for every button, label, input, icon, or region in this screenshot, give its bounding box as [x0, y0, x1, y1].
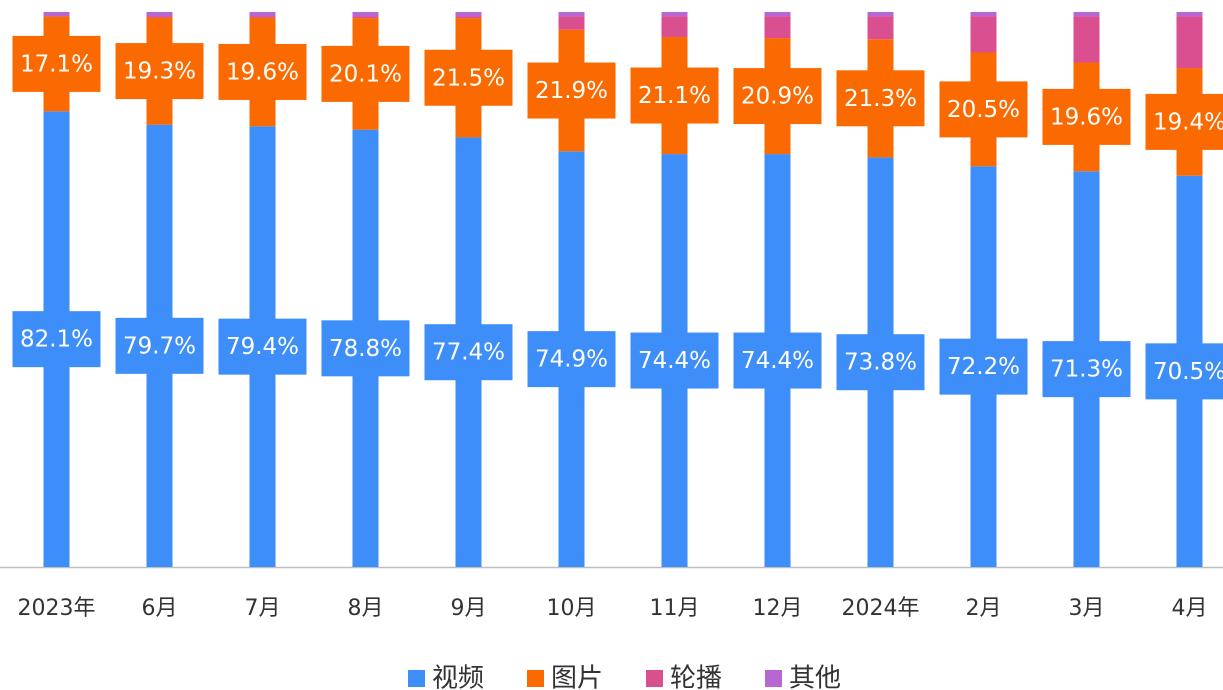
- data-label-box: [836, 334, 925, 391]
- data-label: 74.4%: [638, 348, 711, 374]
- data-label-box: [321, 320, 410, 377]
- x-tick-label: 9月: [451, 596, 487, 621]
- bar-segment: [1176, 16, 1203, 69]
- data-label-box: [630, 67, 719, 124]
- data-label: 72.2%: [947, 354, 1020, 380]
- data-label: 21.9%: [535, 78, 608, 104]
- bar-segment: [661, 16, 688, 37]
- data-label-box: [321, 45, 410, 102]
- data-label-box: [424, 324, 513, 381]
- data-label-box: [1145, 93, 1223, 150]
- x-tick-label: 11月: [650, 596, 700, 621]
- data-label-box: [733, 68, 822, 125]
- data-label-box: [630, 332, 719, 389]
- legend-label: 图片: [551, 664, 603, 690]
- data-label: 78.8%: [329, 336, 402, 362]
- x-tick-label: 8月: [348, 596, 384, 621]
- bar-segment: [764, 12, 791, 17]
- x-tick-label: 2023年: [18, 596, 96, 621]
- bar-segment: [352, 16, 379, 19]
- legend-label: 其他: [789, 664, 841, 690]
- data-label: 73.8%: [844, 350, 917, 376]
- bar-segment: [1176, 12, 1203, 17]
- data-label-box: [218, 318, 307, 375]
- data-label: 79.4%: [226, 334, 299, 360]
- x-tick-label: 6月: [142, 596, 178, 621]
- bar-segment: [1073, 12, 1100, 17]
- bar-segment: [249, 12, 276, 17]
- data-label: 21.3%: [844, 86, 917, 112]
- data-label-box: [1145, 343, 1223, 400]
- bar-segment: [661, 12, 688, 17]
- x-tick-label: 12月: [753, 596, 803, 621]
- data-label-box: [12, 311, 101, 368]
- x-tick-label: 2024年: [842, 596, 920, 621]
- bar-segment: [558, 16, 585, 30]
- x-tick-label: 7月: [245, 596, 281, 621]
- data-label: 74.4%: [741, 348, 814, 374]
- data-label: 77.4%: [432, 340, 505, 366]
- bar-segment: [970, 12, 997, 17]
- data-label: 19.6%: [226, 59, 299, 85]
- data-label: 74.9%: [535, 347, 608, 373]
- data-label-box: [939, 338, 1028, 395]
- data-label: 19.4%: [1153, 109, 1223, 135]
- bar-segment: [1073, 16, 1100, 63]
- legend-swatch: [765, 670, 782, 687]
- bar-segment: [455, 12, 482, 17]
- bar-segment: [970, 16, 997, 53]
- bar-segment: [43, 12, 70, 17]
- data-label: 20.5%: [947, 97, 1020, 123]
- data-label-box: [836, 70, 925, 127]
- data-label-box: [1042, 341, 1131, 398]
- data-label: 71.3%: [1050, 357, 1123, 383]
- bar-segment: [867, 16, 894, 40]
- data-label-box: [1042, 88, 1131, 145]
- x-tick-label: 2月: [966, 596, 1002, 621]
- data-label: 21.5%: [432, 65, 505, 91]
- data-label: 19.6%: [1050, 104, 1123, 130]
- data-label: 79.7%: [123, 333, 196, 359]
- data-label-box: [527, 331, 616, 388]
- bar-segment: [249, 16, 276, 18]
- data-label: 17.1%: [20, 51, 93, 77]
- legend-swatch: [408, 670, 425, 687]
- legend-swatch: [527, 670, 544, 687]
- data-label: 21.1%: [638, 83, 711, 109]
- x-tick-label: 10月: [547, 596, 597, 621]
- bar-segment: [352, 12, 379, 17]
- bar-segment: [867, 12, 894, 17]
- bar-segment: [558, 12, 585, 17]
- data-label: 70.5%: [1153, 359, 1223, 385]
- bar-segment: [146, 12, 173, 17]
- legend-swatch: [646, 670, 663, 687]
- data-label-box: [115, 317, 204, 374]
- data-label-box: [115, 43, 204, 100]
- bar-segment: [764, 16, 791, 39]
- data-label-box: [939, 81, 1028, 138]
- data-label: 20.9%: [741, 84, 814, 110]
- bar-segment: [455, 16, 482, 19]
- data-label-box: [424, 49, 513, 106]
- x-tick-label: 3月: [1069, 596, 1105, 621]
- legend-label: 轮播: [670, 664, 722, 690]
- legend-label: 视频: [432, 664, 484, 690]
- data-label-box: [733, 332, 822, 389]
- x-tick-label: 4月: [1172, 596, 1208, 621]
- data-label: 82.1%: [20, 327, 93, 353]
- data-label-box: [527, 62, 616, 119]
- bar-segment: [146, 16, 173, 18]
- data-label-box: [12, 35, 101, 92]
- data-label-box: [218, 43, 307, 100]
- data-label: 19.3%: [123, 59, 196, 85]
- data-label: 20.1%: [329, 61, 402, 87]
